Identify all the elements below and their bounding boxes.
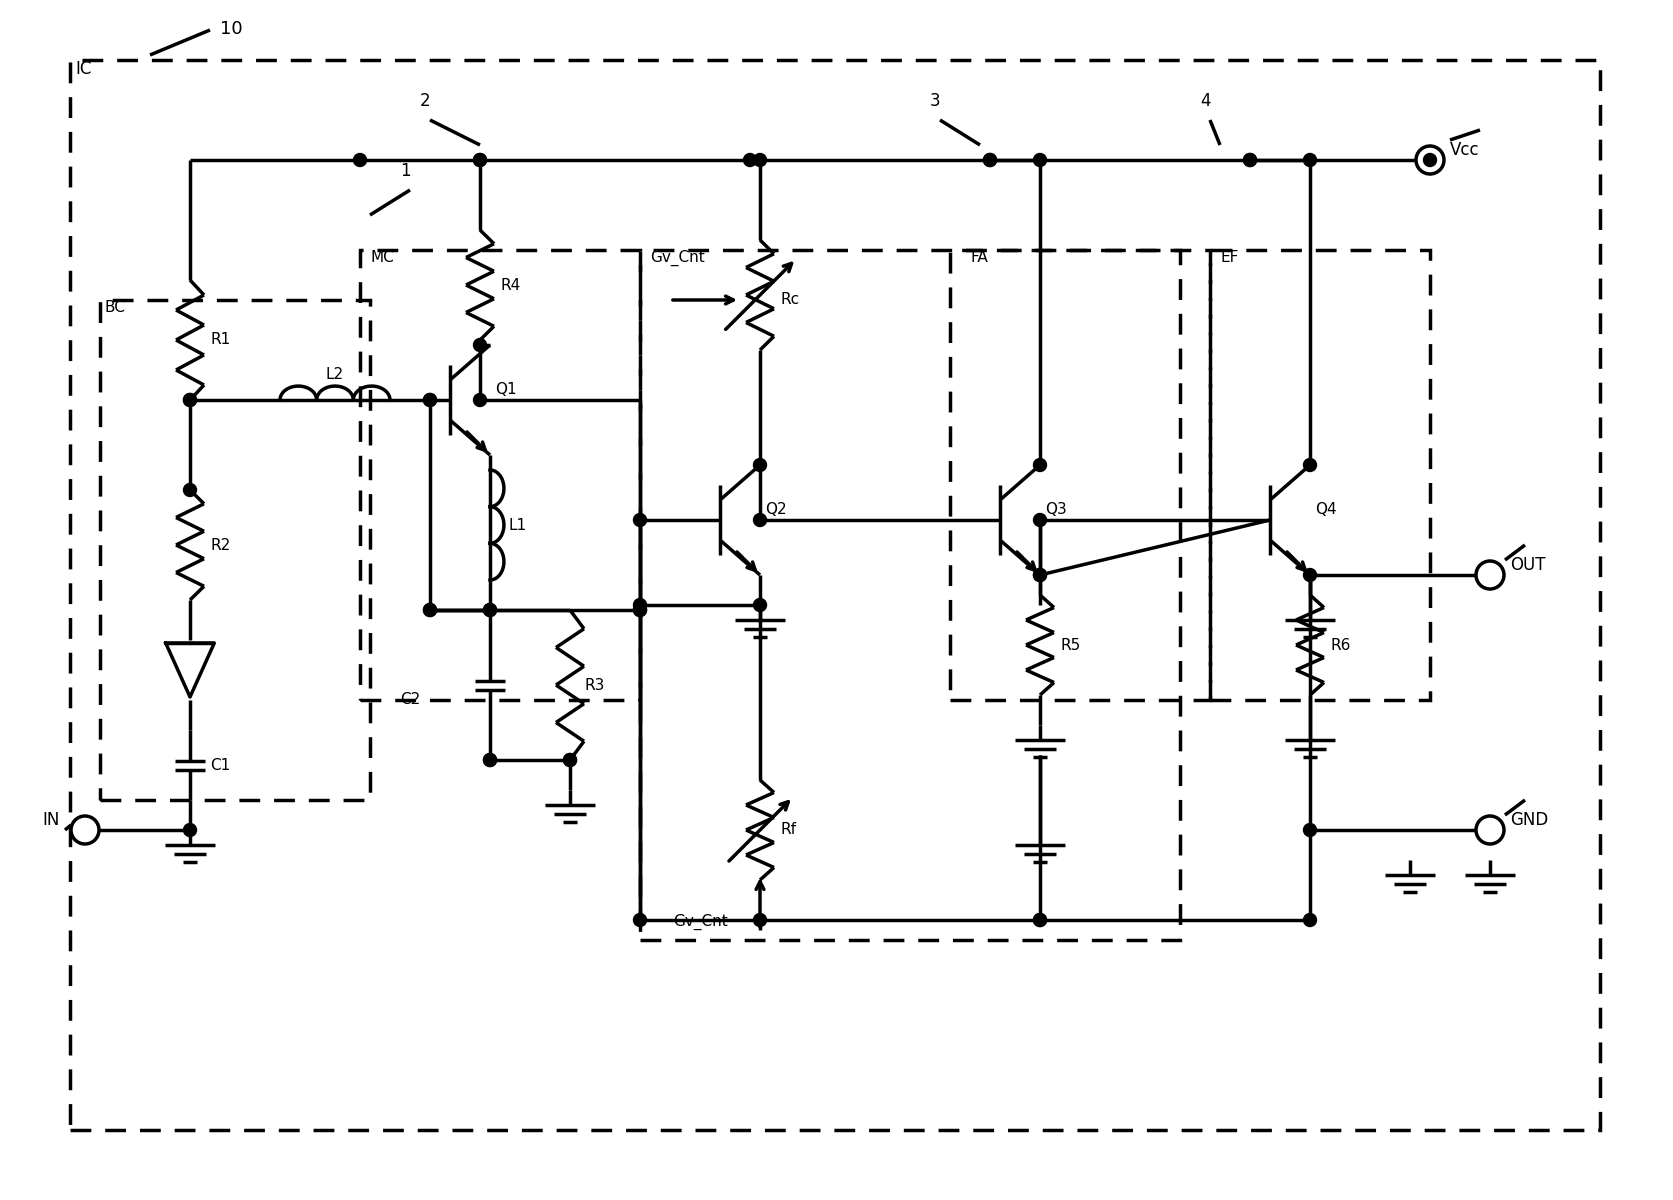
Circle shape [753, 913, 766, 926]
Circle shape [423, 394, 437, 407]
Text: Gv_Cnt: Gv_Cnt [673, 913, 728, 930]
Circle shape [1303, 154, 1317, 167]
Text: Rf: Rf [780, 822, 796, 838]
Circle shape [1034, 154, 1047, 167]
Circle shape [184, 484, 196, 497]
Circle shape [1243, 154, 1256, 167]
Circle shape [1034, 569, 1047, 582]
Text: Rc: Rc [780, 293, 800, 307]
Circle shape [1303, 569, 1317, 582]
Circle shape [753, 514, 766, 527]
Text: C2: C2 [400, 692, 420, 708]
Text: Q2: Q2 [765, 503, 786, 517]
Text: 4: 4 [1200, 92, 1211, 110]
Circle shape [70, 816, 99, 844]
Circle shape [1476, 816, 1504, 844]
Circle shape [353, 154, 366, 167]
Circle shape [1303, 823, 1317, 836]
Circle shape [1034, 514, 1047, 527]
Circle shape [1034, 569, 1047, 582]
Text: FA: FA [970, 250, 987, 265]
Text: R2: R2 [211, 538, 231, 552]
Text: BC: BC [105, 300, 125, 314]
Circle shape [483, 604, 497, 617]
Circle shape [423, 604, 437, 617]
Circle shape [564, 754, 577, 767]
Text: EF: EF [1220, 250, 1238, 265]
Circle shape [1034, 458, 1047, 472]
Bar [1210, 250, 1430, 700]
Circle shape [483, 754, 497, 767]
Circle shape [184, 823, 196, 836]
Text: 2: 2 [420, 92, 430, 110]
Circle shape [184, 394, 196, 407]
Text: 1: 1 [400, 162, 410, 180]
Circle shape [634, 604, 646, 617]
Text: R6: R6 [1330, 637, 1350, 653]
Circle shape [473, 338, 487, 352]
Text: Q1: Q1 [495, 383, 517, 397]
Text: 10: 10 [221, 20, 243, 38]
Circle shape [634, 599, 646, 612]
Text: Q4: Q4 [1315, 503, 1337, 517]
Circle shape [1034, 913, 1047, 926]
Circle shape [423, 394, 437, 407]
Circle shape [473, 394, 487, 407]
Bar [100, 300, 370, 800]
Circle shape [184, 394, 196, 407]
Text: L1: L1 [509, 517, 525, 533]
Text: R1: R1 [211, 332, 231, 348]
Text: Gv_Cnt: Gv_Cnt [651, 250, 704, 266]
Circle shape [1034, 913, 1047, 926]
Text: MC: MC [370, 250, 393, 265]
Text: 3: 3 [930, 92, 940, 110]
Circle shape [473, 154, 487, 167]
Text: L2: L2 [326, 367, 345, 382]
Text: GND: GND [1511, 811, 1548, 829]
Circle shape [564, 754, 577, 767]
Text: R4: R4 [500, 277, 520, 293]
Circle shape [483, 754, 497, 767]
Circle shape [753, 599, 766, 612]
Circle shape [1303, 458, 1317, 472]
Circle shape [1415, 146, 1444, 174]
Circle shape [984, 154, 997, 167]
Text: Q3: Q3 [1046, 503, 1067, 517]
Circle shape [1243, 154, 1256, 167]
Text: Vcc: Vcc [1450, 140, 1479, 158]
Circle shape [634, 514, 646, 527]
Bar [360, 250, 641, 700]
Text: C1: C1 [211, 757, 231, 773]
Circle shape [743, 154, 756, 167]
Circle shape [753, 458, 766, 472]
Bar [70, 60, 1599, 1130]
Circle shape [753, 154, 766, 167]
Circle shape [984, 154, 997, 167]
Circle shape [423, 604, 437, 617]
Circle shape [634, 913, 646, 926]
Circle shape [1424, 154, 1437, 167]
Text: OUT: OUT [1511, 556, 1546, 574]
Circle shape [634, 604, 646, 617]
Text: R3: R3 [586, 678, 606, 692]
Text: R5: R5 [1061, 637, 1081, 653]
Text: IN: IN [42, 811, 60, 829]
Circle shape [1476, 560, 1504, 589]
Circle shape [473, 154, 487, 167]
Circle shape [483, 604, 497, 617]
Circle shape [1303, 913, 1317, 926]
Bar [641, 250, 1179, 940]
Text: IC: IC [75, 60, 92, 78]
Bar [950, 250, 1210, 700]
